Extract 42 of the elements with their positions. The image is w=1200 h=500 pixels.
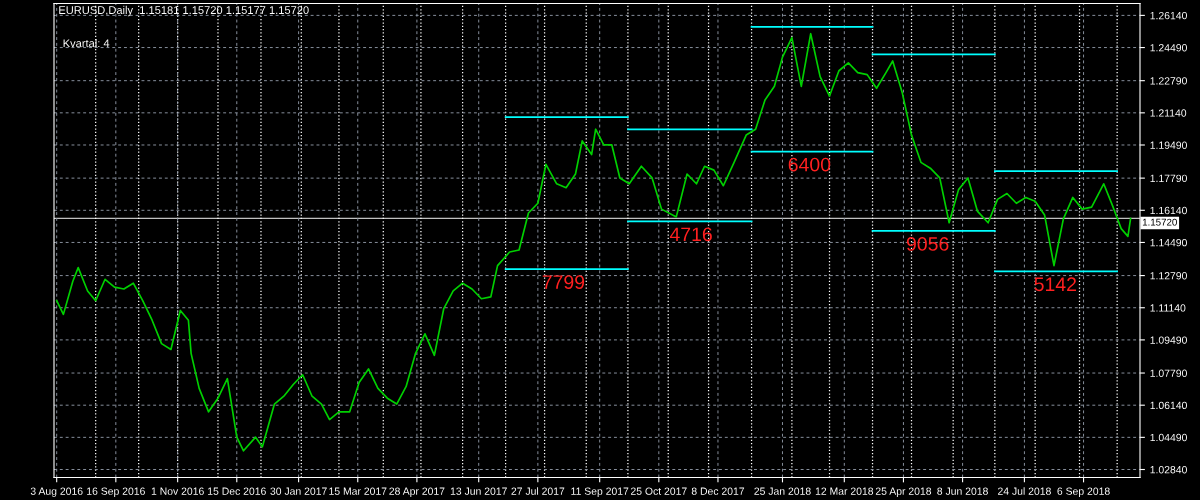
y-tick-label: 1.14490 [1150,238,1187,247]
x-tick-label: 24 Jul 2018 [998,487,1051,495]
line-series [55,32,1132,452]
x-tick-label: 6 Sep 2018 [1057,487,1110,497]
y-tick-label: 1.24490 [1150,44,1187,52]
x-tick-label: 15 Mar 2017 [329,487,387,495]
annotation: Kvartal: 4 [63,39,110,48]
x-tick-label: 30 Jan 2017 [270,487,327,495]
y-tick-label: 1.26140 [1150,11,1187,20]
x-tick-label: 8 Jun 2018 [937,487,988,495]
y-tick-label: 1.17790 [1150,174,1187,183]
x-tick-label: 25 Jan 2018 [754,487,811,495]
x-tick-label: 8 Dec 2017 [691,487,745,495]
y-tick-label: 1.19490 [1150,141,1187,149]
annotation: 9056 [906,237,949,251]
x-tick-label: 25 Apr 2018 [875,487,932,497]
x-tick-label: 12 Mar 2018 [815,487,874,495]
y-tick-label: 1.16140 [1150,206,1187,215]
y-tick-label: 1.12790 [1150,272,1187,280]
x-tick-label: 13 Jun 2017 [450,487,507,495]
annotation: 5142 [1034,277,1076,292]
y-tick-label: 1.09490 [1150,336,1187,344]
x-tick-label: 1 Nov 2016 [151,487,204,495]
ref-line-label: 1.15720 [1142,218,1177,226]
chart-title: EURUSD,Daily 1.15181 1.15720 1.15177 1.15720 [59,5,309,17]
x-tick-label: 27 Jul 2017 [511,487,565,495]
x-tick-label: 15 Dec 2016 [208,487,266,495]
y-tick-label: 1.07790 [1150,369,1187,377]
y-tick-label: 1.22790 [1150,77,1187,85]
x-tick-label: 25 Oct 2017 [630,487,687,495]
y-tick-label: 1.06140 [1150,401,1187,410]
x-tick-label: 28 Apr 2017 [389,487,445,497]
annotation: 7799 [542,275,585,289]
x-tick-label: 11 Sep 2017 [571,487,629,497]
annotation: 6400 [788,157,831,172]
y-tick-label: 1.04490 [1150,433,1187,442]
x-tick-label: 3 Aug 2016 [30,487,83,497]
x-tick-label: 16 Sep 2016 [87,487,145,497]
y-tick-label: 1.21140 [1150,109,1187,117]
y-tick-label: 1.02840 [1150,466,1187,474]
annotation: 4716 [669,227,712,242]
y-tick-label: 1.11140 [1150,304,1186,312]
